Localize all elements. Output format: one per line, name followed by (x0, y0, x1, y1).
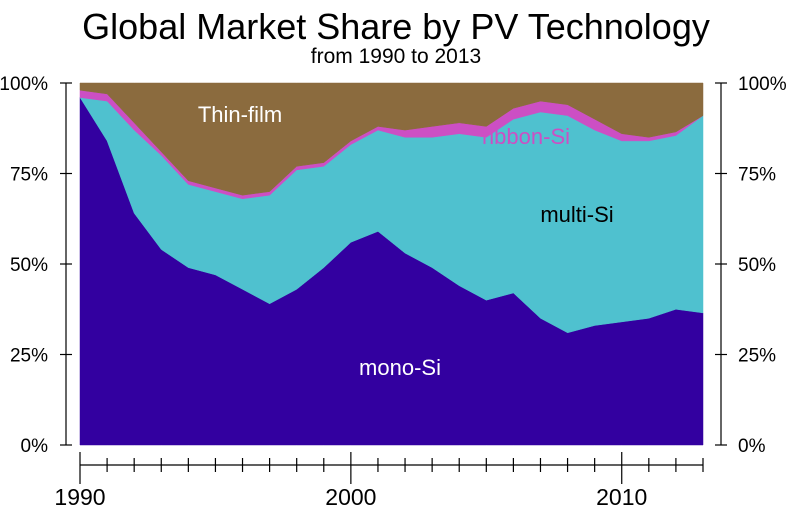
y-tick-label-right: 100% (738, 74, 787, 95)
y-tick-label-left: 25% (10, 346, 48, 367)
x-tick-label: 2010 (596, 484, 647, 510)
label-multi-si: multi-Si (540, 202, 613, 227)
y-tick-label-left: 100% (0, 74, 48, 95)
y-tick-label-right: 75% (738, 165, 776, 186)
chart-title: Global Market Share by PV Technology (82, 6, 710, 47)
label-ribbon-si: ribbon-Si (482, 124, 570, 149)
y-tick-label-right: 50% (738, 255, 776, 276)
x-tick-label: 1990 (54, 484, 105, 510)
series-labels: Thin-film ribbon-Si multi-Si mono-Si (198, 102, 614, 380)
y-tick-label-right: 0% (738, 436, 766, 457)
label-thin-film: Thin-film (198, 102, 282, 127)
y-tick-label-left: 0% (21, 436, 49, 457)
area-thin-film (79, 82, 704, 196)
series-areas (79, 82, 704, 446)
chart-subtitle: from 1990 to 2013 (310, 45, 482, 68)
label-mono-si: mono-Si (359, 355, 441, 380)
y-tick-label-right: 25% (738, 346, 776, 367)
y-tick-label-left: 75% (10, 165, 48, 186)
axes: 0% 0% 25% 25% 50% 50% 75% 75% 100% 100% 1990 2000 20… (0, 74, 787, 510)
y-tick-label-left: 50% (10, 255, 48, 276)
x-tick-label: 2000 (325, 484, 376, 510)
